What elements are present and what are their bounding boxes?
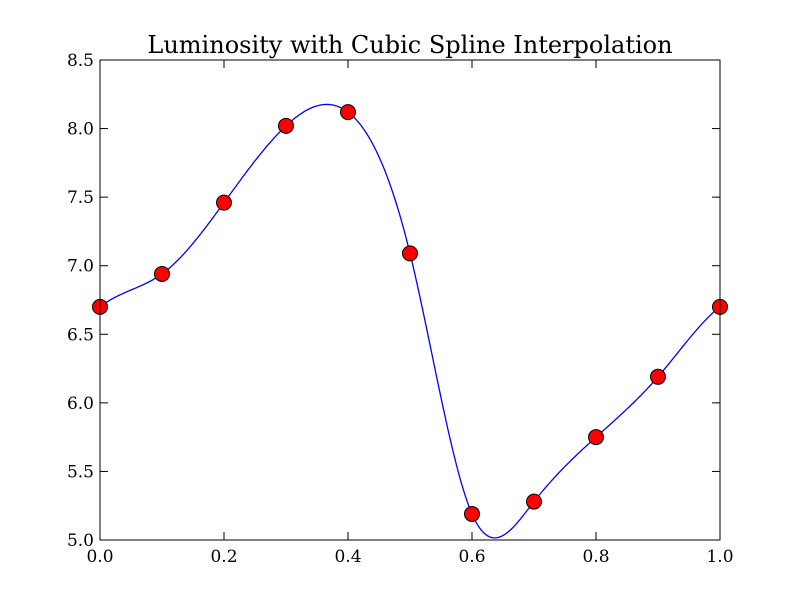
y-tick-label: 5.5 xyxy=(67,462,94,482)
data-point-marker xyxy=(403,246,418,261)
y-tick-label: 8.5 xyxy=(67,51,94,71)
data-point-marker xyxy=(217,195,232,210)
y-tick-label: 6.0 xyxy=(67,394,94,414)
data-point-marker xyxy=(589,430,604,445)
y-tick-label: 5.0 xyxy=(67,531,94,551)
y-tick-label: 7.0 xyxy=(67,257,94,277)
chart-title: Luminosity with Cubic Spline Interpolati… xyxy=(147,31,672,59)
data-point-marker xyxy=(155,266,170,281)
x-tick-label: 0.4 xyxy=(334,547,361,567)
data-point-marker xyxy=(651,369,666,384)
data-point-marker xyxy=(279,118,294,133)
data-point-marker xyxy=(341,105,356,120)
data-markers xyxy=(93,105,728,522)
x-tick-label: 0.6 xyxy=(458,547,485,567)
data-point-marker xyxy=(527,494,542,509)
spline-line xyxy=(100,104,720,537)
y-tick-label: 6.5 xyxy=(67,325,94,345)
x-tick-label: 0.8 xyxy=(582,547,609,567)
axis-tick-labels: 0.0 0.2 0.4 0.6 0.8 1.05.05.56.06.57.07.58.08… xyxy=(67,51,734,567)
x-tick-label: 0.2 xyxy=(210,547,237,567)
axis-ticks xyxy=(100,60,720,540)
x-tick-label: 1.0 xyxy=(706,547,733,567)
data-point-marker xyxy=(465,506,480,521)
y-tick-label: 7.5 xyxy=(67,188,94,208)
plot-area-frame xyxy=(100,60,720,540)
y-tick-label: 8.0 xyxy=(67,120,94,140)
